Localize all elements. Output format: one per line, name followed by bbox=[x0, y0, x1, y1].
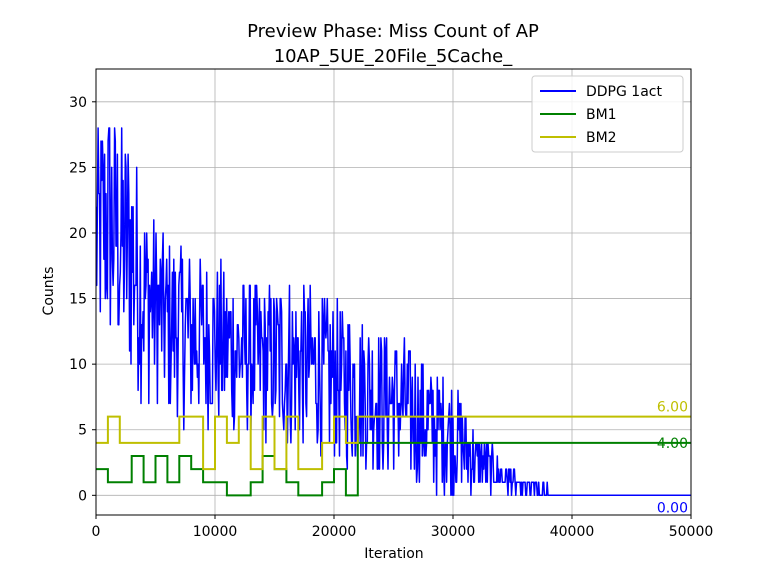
chart-subtitle: 10AP_5UE_20File_5Cache_ bbox=[274, 46, 514, 67]
y-tick-label: 10 bbox=[69, 357, 87, 373]
series-line-bm1 bbox=[96, 441, 691, 497]
end-value-label: 4.00 bbox=[657, 436, 688, 452]
plot-frame bbox=[95, 68, 692, 516]
legend: DDPG 1act BM1 BM2 bbox=[531, 75, 684, 153]
x-tick-label: 10000 bbox=[193, 524, 238, 540]
y-tick-label: 15 bbox=[69, 292, 87, 308]
x-tick-label: 50000 bbox=[669, 524, 714, 540]
legend-label-bm2: BM2 bbox=[586, 130, 617, 146]
chart-title: Preview Phase: Miss Count of AP bbox=[247, 21, 539, 42]
y-tick-label: 0 bbox=[78, 488, 87, 504]
y-axis-label: Counts bbox=[41, 267, 57, 316]
x-tick-label: 0 bbox=[92, 524, 101, 540]
x-tick-label: 20000 bbox=[312, 524, 357, 540]
y-tick-label: 20 bbox=[69, 226, 87, 242]
x-tick-label: 30000 bbox=[431, 524, 476, 540]
y-tick-label: 30 bbox=[69, 95, 87, 111]
legend-label-bm1: BM1 bbox=[586, 107, 617, 123]
series-line-bm2 bbox=[96, 415, 691, 471]
legend-box bbox=[531, 75, 684, 153]
end-labels: 0.00 4.00 6.00 bbox=[657, 400, 688, 517]
y-tick-label: 25 bbox=[69, 160, 87, 176]
data-layer bbox=[96, 127, 691, 497]
x-axis-label: Iteration bbox=[364, 546, 423, 562]
end-value-label: 6.00 bbox=[657, 400, 688, 416]
axis-layer: 0 10000 20000 30000 40000 50000 0 5 10 15 20 25 30 bbox=[69, 95, 713, 540]
x-tick-label: 40000 bbox=[550, 524, 595, 540]
series-line-ddpg bbox=[96, 127, 691, 497]
legend-label-ddpg: DDPG 1act bbox=[586, 84, 662, 100]
plot-area bbox=[96, 127, 691, 497]
end-value-label: 0.00 bbox=[657, 500, 688, 516]
y-tick-label: 5 bbox=[78, 423, 87, 439]
